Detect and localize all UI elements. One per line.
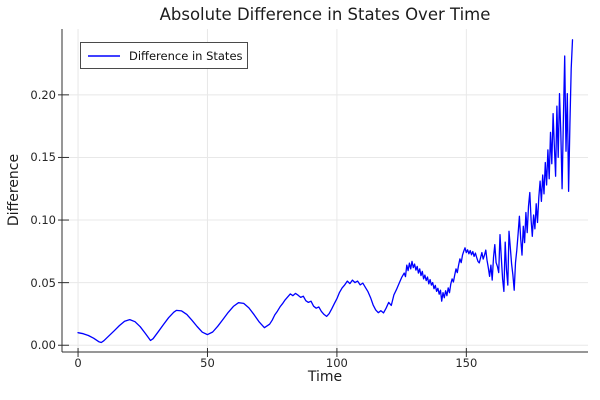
legend-line-sample-icon <box>88 54 120 57</box>
y-tick-label: 0.20 <box>30 87 56 102</box>
x-tick-label: 0 <box>74 356 82 370</box>
chart-title: Absolute Difference in States Over Time <box>159 5 491 24</box>
y-tick-label: 0.05 <box>30 275 56 290</box>
x-axis-label: Time <box>307 369 343 385</box>
series-line-difference-in-states <box>77 39 574 344</box>
y-tick-label: 0.15 <box>30 150 56 165</box>
legend-label: Difference in States <box>129 48 243 63</box>
y-tick-label: 0.10 <box>30 213 56 228</box>
y-tick-label: 0.00 <box>30 338 56 353</box>
x-tick-label: 50 <box>200 356 215 370</box>
legend: Difference in States <box>80 42 248 69</box>
x-tick-label: 100 <box>325 356 348 370</box>
x-tick-label: 150 <box>455 356 478 370</box>
